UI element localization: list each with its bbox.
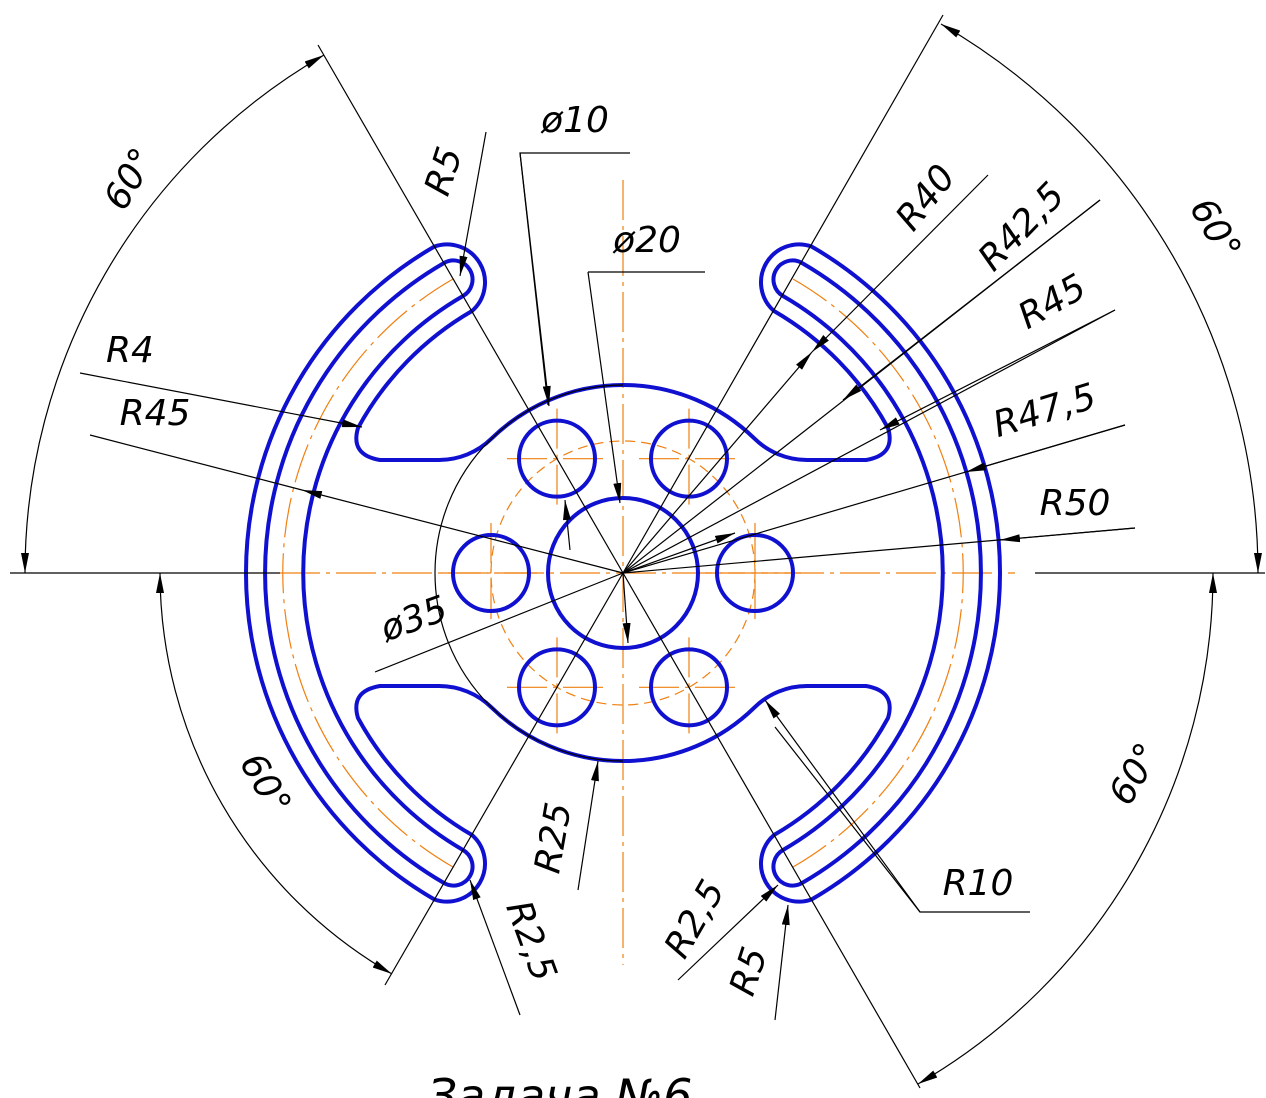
dim-label: R10 [943, 863, 1014, 904]
labels: 60° 60° 60° 60° R5 ø10 ø20 R40 R42,5 R45… [96, 100, 1248, 1098]
dim-label: ø10 [540, 100, 609, 141]
dim-label: R47,5 [988, 376, 1101, 446]
title: Задача №6 [428, 1069, 693, 1098]
part-contour [244, 242, 1002, 904]
bolt-hole [715, 533, 795, 613]
dim-label: ø35 [374, 588, 453, 650]
dim-label: R5 [417, 142, 471, 200]
dimensions [10, 14, 1265, 1089]
angle-label: 60° [1101, 736, 1168, 812]
centerlines [264, 180, 1015, 965]
dim-label: R42,5 [970, 175, 1073, 279]
dim-label: R45 [120, 393, 191, 434]
dim-label: R4 [106, 330, 154, 371]
bolt-hole [451, 533, 531, 613]
dim-label: R40 [888, 157, 964, 238]
dim-label: R5 [722, 942, 776, 1000]
bolt-hole [649, 647, 729, 728]
angle-label: 60° [1181, 191, 1248, 267]
angle-label: 60° [96, 141, 163, 217]
angle-label: 60° [231, 746, 298, 822]
dim-label: R25 [527, 800, 580, 877]
bolt-hole [517, 647, 597, 728]
dim-label: ø20 [612, 220, 681, 261]
dim-label: R2,5 [657, 873, 734, 965]
center-hole [546, 496, 700, 650]
dim-label: R2,5 [497, 895, 564, 986]
bolt-hole [517, 418, 597, 499]
dim-label: R50 [1040, 483, 1111, 524]
